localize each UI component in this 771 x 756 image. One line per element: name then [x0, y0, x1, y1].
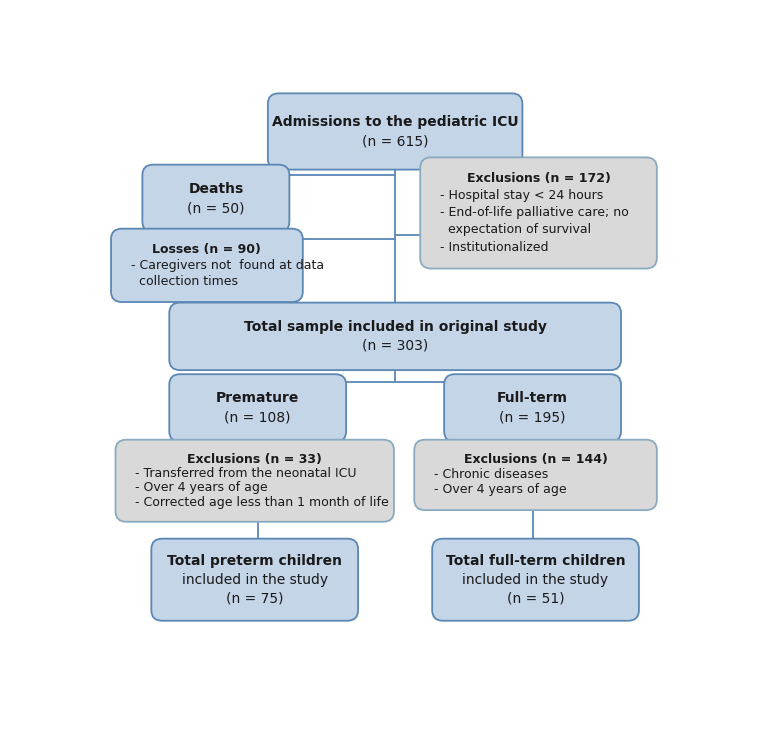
- Text: Losses (n = 90): Losses (n = 90): [153, 243, 261, 256]
- Text: - Hospital stay < 24 hours: - Hospital stay < 24 hours: [440, 190, 603, 203]
- Text: - Caregivers not  found at data: - Caregivers not found at data: [131, 259, 324, 272]
- FancyBboxPatch shape: [444, 374, 621, 442]
- Text: - Transferred from the neonatal ICU: - Transferred from the neonatal ICU: [135, 467, 357, 480]
- Text: collection times: collection times: [131, 274, 237, 288]
- Text: (n = 195): (n = 195): [500, 411, 566, 425]
- Text: - End-of-life palliative care; no: - End-of-life palliative care; no: [440, 206, 628, 219]
- Text: Full-term: Full-term: [497, 392, 568, 405]
- Text: - Corrected age less than 1 month of life: - Corrected age less than 1 month of lif…: [135, 496, 389, 509]
- FancyBboxPatch shape: [143, 165, 289, 232]
- Text: included in the study: included in the study: [182, 573, 328, 587]
- FancyBboxPatch shape: [268, 93, 523, 169]
- Text: (n = 303): (n = 303): [362, 339, 428, 353]
- FancyBboxPatch shape: [111, 228, 303, 302]
- Text: Exclusions (n = 172): Exclusions (n = 172): [466, 172, 611, 185]
- Text: (n = 615): (n = 615): [362, 134, 429, 148]
- Text: (n = 51): (n = 51): [507, 591, 564, 606]
- Text: Exclusions (n = 144): Exclusions (n = 144): [463, 454, 608, 466]
- FancyBboxPatch shape: [116, 440, 394, 522]
- Text: - Chronic diseases: - Chronic diseases: [434, 469, 548, 482]
- Text: Total preterm children: Total preterm children: [167, 554, 342, 569]
- Text: included in the study: included in the study: [463, 573, 608, 587]
- Text: Admissions to the pediatric ICU: Admissions to the pediatric ICU: [272, 115, 518, 129]
- Text: Total sample included in original study: Total sample included in original study: [244, 320, 547, 333]
- FancyBboxPatch shape: [170, 374, 346, 442]
- Text: Exclusions (n = 33): Exclusions (n = 33): [187, 453, 322, 466]
- FancyBboxPatch shape: [414, 440, 657, 510]
- Text: - Over 4 years of age: - Over 4 years of age: [434, 483, 567, 497]
- Text: (n = 50): (n = 50): [187, 201, 244, 215]
- Text: - Over 4 years of age: - Over 4 years of age: [135, 482, 268, 494]
- FancyBboxPatch shape: [420, 157, 657, 268]
- FancyBboxPatch shape: [170, 302, 621, 370]
- Text: (n = 108): (n = 108): [224, 411, 291, 425]
- FancyBboxPatch shape: [151, 539, 358, 621]
- Text: Deaths: Deaths: [188, 181, 244, 196]
- FancyBboxPatch shape: [433, 539, 639, 621]
- Text: expectation of survival: expectation of survival: [440, 224, 591, 237]
- Text: - Institutionalized: - Institutionalized: [440, 240, 548, 253]
- Text: Premature: Premature: [216, 392, 299, 405]
- Text: (n = 75): (n = 75): [226, 591, 284, 606]
- Text: Total full-term children: Total full-term children: [446, 554, 625, 569]
